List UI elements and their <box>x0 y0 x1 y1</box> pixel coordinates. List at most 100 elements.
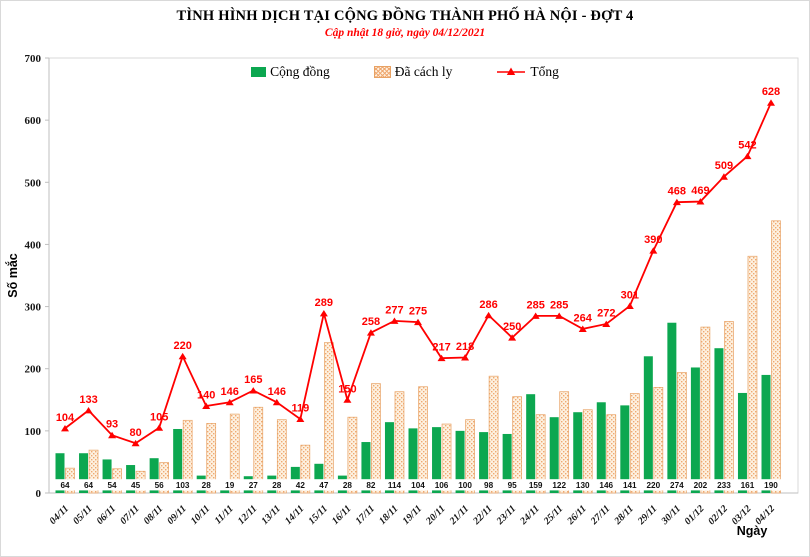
bar-value-box <box>666 479 688 491</box>
bar-value-box <box>336 479 358 491</box>
x-tick-label: 15/11 <box>306 503 330 527</box>
total-marker <box>602 320 611 327</box>
total-marker <box>366 329 375 336</box>
quarantine-bar <box>276 419 287 494</box>
bar-value-box <box>383 479 405 491</box>
bar-value-label: 54 <box>108 481 118 490</box>
quarantine-bar <box>253 406 264 494</box>
bar-value-label: 98 <box>484 481 494 490</box>
total-value-label: 301 <box>621 289 639 301</box>
total-marker <box>202 402 211 409</box>
bar-value-label: 104 <box>411 481 425 490</box>
quarantine-bar <box>747 255 758 494</box>
bar-value-box <box>454 479 476 491</box>
community-bar <box>596 402 606 493</box>
quarantine-bar <box>606 414 617 494</box>
y-tick-label: 200 <box>25 364 42 376</box>
bar-value-label: 141 <box>623 481 637 490</box>
x-tick-label: 21/11 <box>447 503 471 527</box>
total-marker <box>84 406 93 414</box>
bar-value-label: 47 <box>319 481 329 490</box>
x-tick-label: 23/11 <box>494 503 518 527</box>
y-tick-label: 400 <box>25 239 42 251</box>
community-bar <box>149 458 159 493</box>
community-bar <box>432 427 442 493</box>
x-tick-label: 17/11 <box>354 503 378 527</box>
total-value-label: 150 <box>338 383 356 395</box>
total-marker <box>484 311 493 319</box>
community-bar <box>690 367 700 493</box>
bar-value-box <box>619 479 641 491</box>
x-tick-label: 28/11 <box>612 503 636 527</box>
y-tick-label: 600 <box>25 115 42 127</box>
quarantine-bar <box>88 449 99 494</box>
bar-value-box <box>548 479 570 491</box>
total-value-label: 285 <box>526 299 544 311</box>
total-marker <box>672 198 681 206</box>
bar-value-box <box>572 479 594 491</box>
y-tick-label: 500 <box>25 177 42 189</box>
x-tick-label: 14/11 <box>283 503 307 527</box>
bar-value-label: 28 <box>343 481 353 490</box>
bar-value-box <box>219 479 241 491</box>
total-marker <box>461 354 470 361</box>
quarantine-bar <box>653 387 664 494</box>
bar-value-box <box>148 479 170 491</box>
bar-value-box <box>101 479 123 491</box>
bar-value-label: 103 <box>176 481 190 490</box>
community-bar <box>102 459 112 493</box>
bar-value-box <box>172 479 194 491</box>
x-tick-label: 04/11 <box>48 503 72 527</box>
bar-value-label: 122 <box>552 481 566 490</box>
total-marker <box>414 318 422 326</box>
total-line-marker-icon <box>497 67 526 75</box>
legend-label-community: Cộng đồng <box>270 64 330 79</box>
quarantine-bar <box>206 423 217 494</box>
quarantine-bar <box>182 419 193 494</box>
community-bar <box>455 430 465 493</box>
legend-label-quarantine: Đã cách ly <box>394 64 453 79</box>
x-tick-label: 13/11 <box>259 503 283 527</box>
quarantine-bar <box>465 419 475 494</box>
quarantine-bar <box>441 423 452 494</box>
total-marker <box>508 334 517 341</box>
x-tick-label: 06/11 <box>95 503 119 527</box>
quarantine-bar <box>535 414 546 494</box>
community-bar <box>314 463 324 493</box>
community-bar <box>667 322 677 493</box>
total-value-label: 104 <box>56 412 75 424</box>
x-tick-label: 08/11 <box>142 503 166 527</box>
community-bar <box>55 453 65 493</box>
total-marker <box>61 424 69 432</box>
community-bar <box>408 428 418 493</box>
total-value-label: 146 <box>268 386 286 398</box>
x-tick-label: 20/11 <box>423 503 447 527</box>
bar-value-box <box>689 479 711 491</box>
bar-value-box <box>713 479 735 491</box>
community-bar <box>479 432 489 493</box>
bar-value-label: 100 <box>458 481 472 490</box>
community-bar <box>761 374 771 493</box>
total-value-label: 258 <box>362 316 380 328</box>
total-marker <box>296 415 305 423</box>
x-tick-label: 07/11 <box>118 503 142 527</box>
quarantine-bar <box>700 326 711 494</box>
bar-value-box <box>78 479 100 491</box>
community-bar <box>737 392 747 493</box>
community-bar <box>173 428 183 493</box>
community-bar <box>643 356 653 493</box>
quarantine-bar <box>229 413 240 494</box>
total-value-label: 286 <box>479 299 497 311</box>
total-value-label: 119 <box>291 403 309 415</box>
bar-value-label: 114 <box>388 481 402 490</box>
bar-value-label: 28 <box>272 481 282 490</box>
x-tick-label: 24/11 <box>518 503 542 527</box>
total-value-label: 272 <box>597 307 615 319</box>
total-value-label: 165 <box>244 374 262 386</box>
total-marker <box>649 247 658 254</box>
bar-value-label: 28 <box>202 481 212 490</box>
community-bar <box>549 417 559 493</box>
total-marker <box>319 310 328 317</box>
x-tick-label: 01/12 <box>683 503 707 527</box>
bar-value-box <box>478 479 500 491</box>
